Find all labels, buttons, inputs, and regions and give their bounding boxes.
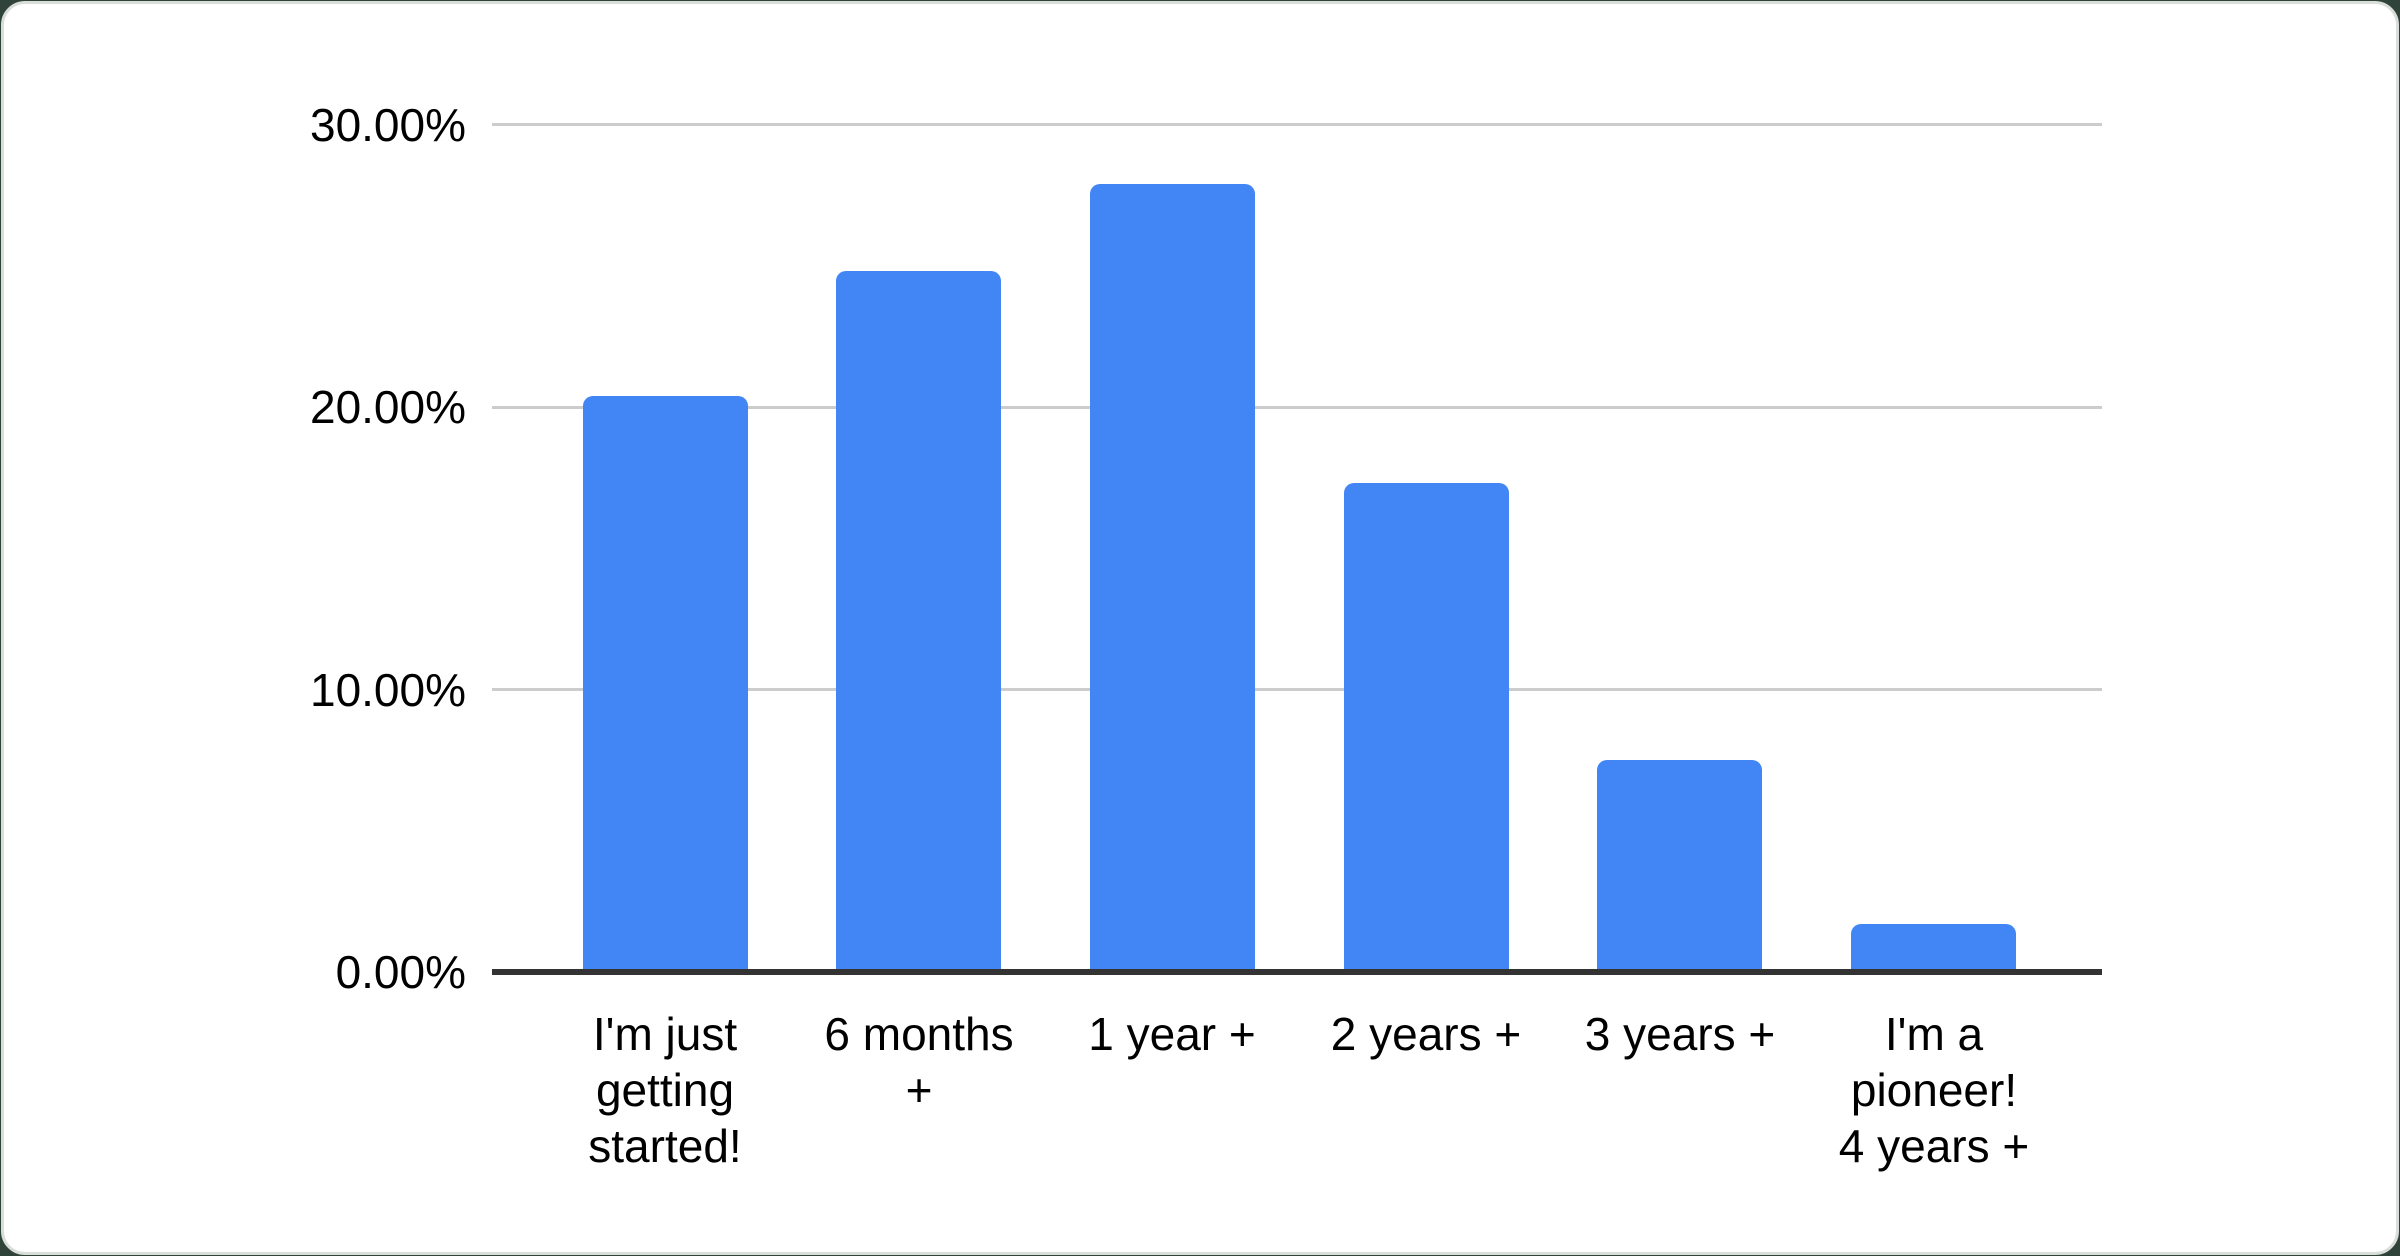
gridline-30-percent (492, 123, 2102, 126)
x-axis-label-i-m-a-pioneer-4-years: I'm a pioneer! 4 years + (1838, 1008, 2030, 1172)
x-axis-label-i-m-just-getting-started: I'm just getting started! (588, 1008, 742, 1172)
bar-1-year[interactable] (1090, 184, 1255, 972)
x-axis-label-3-years: 3 years + (1584, 1008, 1776, 1060)
y-axis-tick-label-30-percent: 30.00% (309, 99, 466, 151)
y-axis-tick-label-10-percent: 10.00% (309, 664, 466, 716)
bar-i-m-just-getting-started[interactable] (583, 396, 748, 972)
bar-6-months[interactable] (836, 271, 1001, 972)
y-axis-tick-label-0-percent: 0.00% (335, 946, 466, 998)
bar-3-years[interactable] (1597, 760, 1762, 972)
x-axis-baseline (492, 969, 2102, 975)
y-axis-tick-label-20-percent: 20.00% (309, 381, 466, 433)
bar-chart-plot-area: 0.00% 10.00% 20.00% 30.00% I'm just getting … (4, 4, 2396, 1252)
bar-2-years[interactable] (1344, 483, 1509, 972)
gridline-20-percent (492, 406, 2102, 409)
gridline-10-percent (492, 688, 2102, 691)
bar-i-m-a-pioneer-4-years[interactable] (1851, 924, 2016, 972)
x-axis-label-1-year: 1 year + (1088, 1008, 1256, 1060)
x-axis-label-2-years: 2 years + (1330, 1008, 1522, 1060)
x-axis-label-6-months: 6 months + (824, 1008, 1014, 1116)
